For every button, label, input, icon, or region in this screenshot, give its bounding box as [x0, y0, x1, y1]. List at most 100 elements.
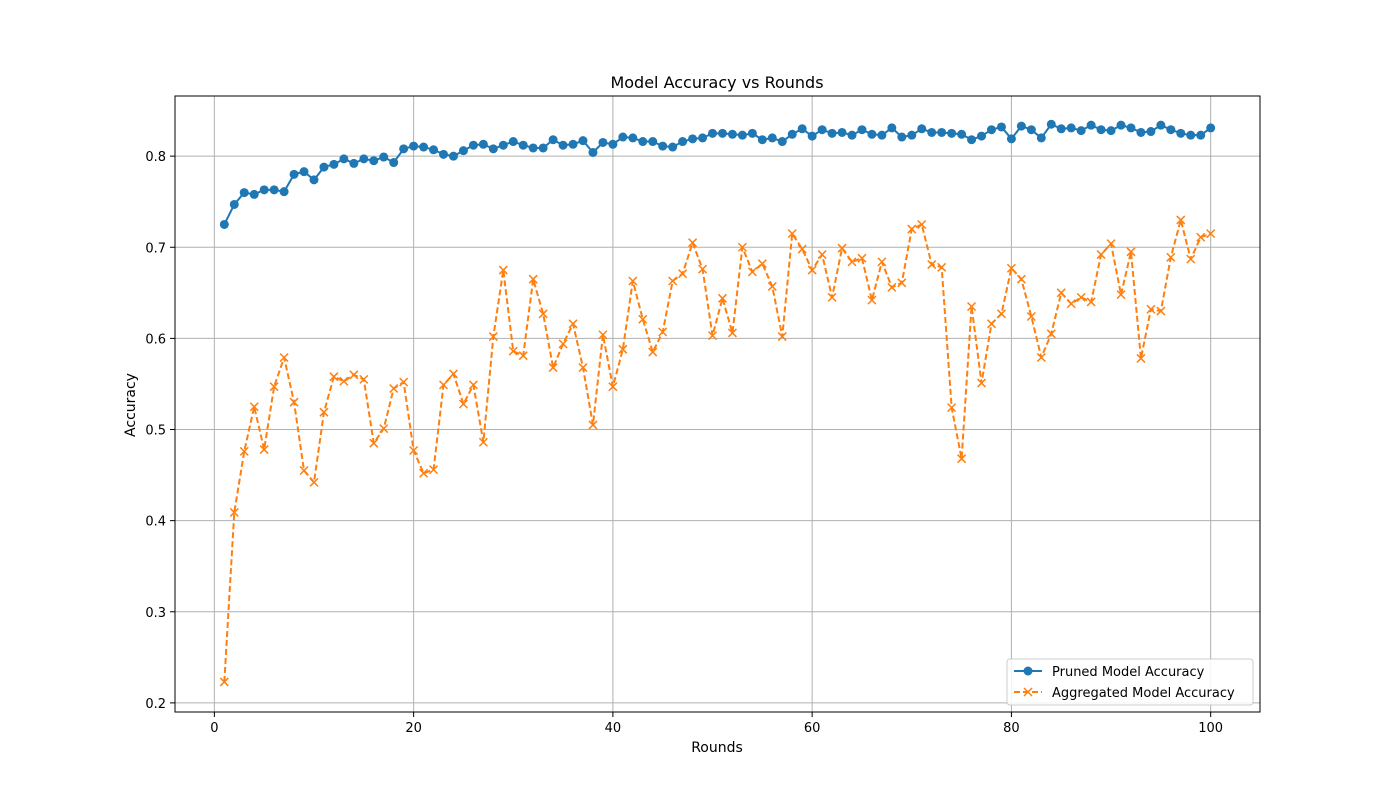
data-point — [518, 140, 528, 150]
data-point — [598, 137, 608, 147]
data-point — [1176, 128, 1186, 138]
data-point — [887, 123, 897, 133]
data-point — [1106, 239, 1116, 249]
data-point — [518, 351, 528, 361]
x-axis-label: Rounds — [691, 740, 743, 756]
data-point — [1086, 297, 1096, 307]
data-point — [299, 167, 309, 177]
data-point — [917, 219, 927, 230]
data-point — [468, 140, 478, 150]
data-point — [1006, 134, 1016, 144]
series-line — [223, 123, 1212, 225]
data-point — [727, 328, 737, 338]
data-point — [1056, 288, 1066, 298]
data-point — [1036, 352, 1046, 363]
data-point — [967, 135, 977, 145]
data-point — [1076, 126, 1086, 136]
data-point — [1136, 353, 1146, 363]
data-point — [967, 301, 977, 312]
legend-box — [1006, 658, 1254, 706]
data-point — [767, 133, 777, 143]
data-point — [907, 130, 917, 140]
y-axis-label: Accuracy — [123, 373, 139, 437]
data-point — [389, 158, 399, 168]
x-tick-label: 80 — [1003, 721, 1020, 736]
data-point — [229, 507, 239, 517]
data-point — [1116, 290, 1126, 300]
data-point — [568, 139, 578, 149]
data-point — [409, 445, 419, 456]
data-point — [349, 158, 359, 168]
data-point — [917, 124, 927, 134]
data-point — [1166, 125, 1176, 135]
data-point — [767, 281, 777, 291]
data-point — [618, 132, 628, 142]
data-point — [927, 260, 937, 270]
data-point — [399, 144, 409, 154]
data-point — [986, 319, 997, 329]
data-point — [1086, 120, 1096, 130]
data-point — [1016, 121, 1026, 131]
data-point — [1096, 125, 1106, 135]
data-point — [1126, 247, 1136, 257]
data-point — [747, 128, 757, 138]
data-point — [628, 133, 638, 143]
data-point — [827, 292, 837, 302]
data-point — [658, 327, 668, 337]
data-point — [578, 136, 588, 146]
data-point — [927, 127, 937, 137]
data-point — [229, 199, 239, 209]
legend-marker-aggregated — [1023, 687, 1033, 697]
plot-area-frame — [174, 95, 1261, 713]
data-point — [947, 128, 957, 138]
data-point — [329, 372, 339, 382]
data-point — [429, 145, 439, 155]
data-point — [598, 330, 608, 340]
y-axis-ticks: 0.2 0.3 0.4 0.5 0.6 0.7 0.8 — [145, 150, 175, 712]
data-point — [269, 185, 279, 195]
data-point — [289, 397, 299, 407]
data-point — [528, 274, 538, 284]
data-point — [937, 127, 947, 137]
data-point — [458, 146, 468, 156]
data-point — [279, 352, 289, 363]
data-point — [399, 377, 409, 387]
data-point — [777, 332, 787, 342]
data-point — [708, 128, 718, 138]
data-point — [1186, 254, 1196, 264]
data-point — [249, 189, 259, 199]
data-point — [957, 129, 967, 139]
data-point — [1046, 119, 1056, 129]
data-point — [976, 378, 987, 388]
data-point — [648, 137, 658, 147]
data-point — [588, 147, 598, 157]
data-point — [1156, 306, 1166, 316]
x-axis-ticks: 0 20 40 60 80 100 — [210, 712, 1223, 736]
x-tick-label: 0 — [210, 721, 218, 736]
chart-title: Model Accuracy vs Rounds — [610, 73, 823, 92]
data-point — [359, 154, 369, 164]
grid-lines — [175, 96, 1260, 712]
data-point — [389, 383, 399, 394]
y-tick-label: 0.3 — [145, 606, 166, 621]
data-point — [1056, 124, 1066, 134]
x-tick-label: 40 — [605, 721, 622, 736]
data-point — [837, 127, 847, 137]
data-point — [867, 295, 877, 305]
data-point — [737, 130, 747, 140]
data-point — [787, 229, 797, 239]
data-point — [538, 309, 548, 319]
data-point — [498, 140, 508, 150]
data-point — [977, 131, 987, 141]
data-point — [558, 339, 568, 349]
legend: Pruned Model Accuracy Aggregated Model A… — [1006, 658, 1254, 706]
data-point — [269, 382, 279, 392]
data-point — [1126, 123, 1136, 133]
data-point — [947, 403, 957, 413]
data-point — [986, 125, 996, 135]
series-layer — [219, 119, 1216, 687]
data-point — [239, 446, 249, 456]
data-point — [1166, 252, 1176, 262]
data-point — [847, 130, 857, 140]
data-point — [857, 125, 867, 135]
